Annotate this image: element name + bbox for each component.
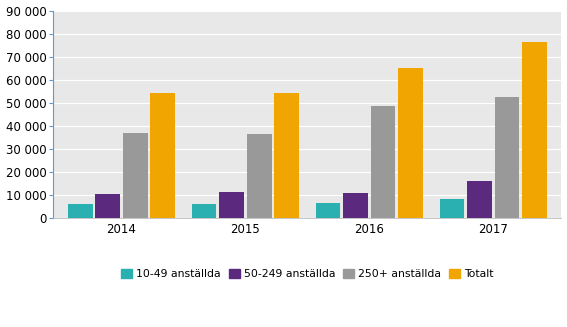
Bar: [398, 68, 423, 218]
Bar: [247, 134, 272, 218]
Bar: [467, 181, 492, 218]
Bar: [343, 193, 368, 218]
Bar: [274, 94, 299, 218]
Bar: [371, 106, 395, 218]
Bar: [95, 194, 120, 218]
Bar: [150, 94, 175, 218]
Bar: [123, 133, 147, 218]
Legend: 10-49 anställda, 50-249 anställda, 250+ anställda, Totalt: 10-49 anställda, 50-249 anställda, 250+ …: [121, 269, 493, 279]
Bar: [439, 199, 464, 218]
Bar: [67, 204, 92, 218]
Bar: [522, 42, 547, 218]
Bar: [192, 204, 217, 218]
Bar: [316, 203, 340, 218]
Bar: [219, 192, 244, 218]
Bar: [494, 97, 519, 218]
